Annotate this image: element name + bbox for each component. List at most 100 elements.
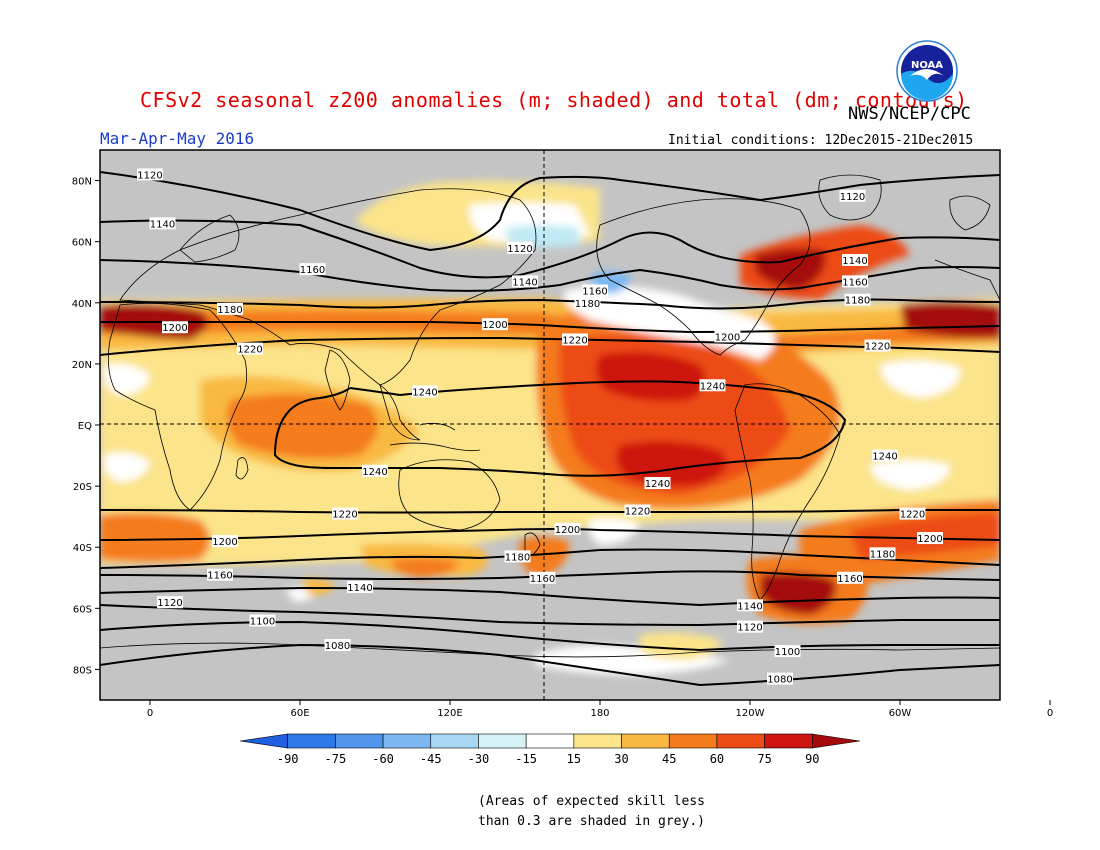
lat-tick-label: 40S: [73, 543, 92, 554]
contour-label-text: 1240: [412, 387, 437, 398]
contour-label-bg: [917, 532, 943, 545]
contour-label-bg: [774, 645, 801, 658]
colorbar-swatch: [764, 733, 813, 749]
contour-label-text: 1100: [775, 647, 800, 658]
contour-label-text: 1240: [645, 479, 670, 490]
anomaly-30-antarctic: [640, 632, 721, 660]
lat-tick-label: 20S: [73, 482, 92, 493]
contour-label: 1120: [157, 596, 183, 609]
contour-label-text: 1140: [512, 277, 537, 288]
colorbar-arrow-high: [812, 733, 861, 749]
contour-label-bg: [737, 599, 763, 612]
contour-label: 1240: [699, 379, 726, 392]
contour-label-text: 1180: [505, 552, 530, 563]
contour-label-bg: [157, 596, 183, 609]
contour-label-bg: [212, 535, 238, 548]
contour-label: 1200: [554, 522, 581, 536]
contour-label-text: 1100: [250, 617, 275, 628]
lon-tick-label: 120W: [736, 708, 765, 719]
anomaly-60-nz: [519, 536, 570, 578]
contour-label-text: 1080: [325, 641, 350, 652]
contour-label-bg: [324, 639, 351, 651]
lat-tick-label: 20N: [72, 360, 92, 371]
skill-footnote-line-2: than 0.3 are shaded in grey.): [478, 814, 705, 829]
anomaly-white-eastern: [880, 360, 961, 398]
colorbar-swatch: [668, 733, 718, 749]
lat-tick-label: 80S: [73, 665, 92, 676]
contour-label-bg: [842, 275, 868, 288]
colorbar-tick-label: 45: [662, 752, 676, 766]
anomaly-60-south-west: [100, 512, 210, 563]
contour-label: 1220: [899, 507, 926, 521]
contour-label-bg: [332, 507, 358, 520]
contour-label-text: 1240: [362, 467, 387, 478]
contour-label-text: 1220: [900, 510, 925, 521]
contour-label-bg: [864, 339, 891, 352]
contour-label: 1160: [529, 571, 556, 585]
colorbar-tick-label: 30: [614, 752, 628, 766]
contour-label-bg: [574, 296, 601, 309]
contour-label-bg: [299, 263, 326, 276]
colorbar-swatch: [335, 733, 384, 749]
contour-label-text: 1160: [582, 287, 607, 298]
contour-label-layer: 1120114011601180120012201120114011601180…: [137, 168, 943, 686]
contour-label: 1240: [362, 464, 388, 478]
contour-label: 1180: [574, 296, 601, 310]
anomaly-60-south-small: [390, 557, 460, 578]
contour-label: 1100: [249, 614, 276, 628]
contour-label-text: 1220: [237, 345, 262, 356]
contour-label-bg: [237, 342, 263, 355]
contour-label: 1140: [512, 275, 538, 288]
contour-label-text: 1240: [700, 381, 725, 392]
anomaly-white-sw: [104, 452, 150, 482]
contour-label-text: 1200: [555, 525, 580, 536]
contour-1180-south: [100, 548, 1000, 569]
contour-label-text: 1200: [482, 320, 507, 331]
contour-label-text: 1160: [842, 277, 867, 288]
noaa-logo-text: NOAA: [911, 60, 943, 71]
contour-label: 1140: [737, 599, 763, 612]
contour-label: 1160: [837, 571, 863, 585]
lon-tick-label: 0: [147, 708, 153, 719]
lon-tick-label: 120E: [437, 708, 462, 719]
contour-label-bg: [207, 568, 233, 581]
contour-label-text: 1160: [300, 265, 325, 276]
color-scale-bar: -90 -75 -60 -45 -30 -15 15 30 45 60 75 90: [239, 733, 861, 766]
contour-label: 1140: [149, 217, 176, 230]
contour-label-text: 1220: [562, 335, 587, 346]
contour-1120-south: [100, 604, 1000, 627]
contour-label-text: 1140: [150, 219, 175, 230]
lon-tick-label: 0: [1047, 708, 1053, 719]
lon-tick-label: 60W: [889, 708, 912, 719]
contour-label: 1160: [207, 568, 233, 582]
colorbar-tick-label: -75: [325, 752, 347, 766]
contour-label: 1240: [644, 477, 671, 490]
contour-label-bg: [872, 449, 898, 462]
colorbar-swatch: [573, 733, 622, 749]
contour-label: 1180: [844, 293, 871, 307]
anomaly-90-pacific-south: [616, 441, 727, 487]
season-label: Mar-Apr-May 2016: [100, 129, 255, 148]
contour-label-text: 1220: [625, 507, 650, 518]
colorbar-swatch: [716, 733, 765, 749]
contour-label-text: 1180: [575, 299, 600, 310]
contour-1200-north: [100, 320, 1000, 334]
contour-label: 1120: [737, 620, 763, 634]
colorbar-swatch: [478, 733, 527, 749]
contour-label-bg: [899, 507, 926, 520]
contour-label: 1160: [842, 275, 868, 288]
contour-label: 1080: [767, 672, 793, 686]
contour-1160-south: [100, 570, 1000, 581]
latitude-axis: 80N 60N 40N 20N EQ 20S 40S 60S 80S: [72, 177, 100, 676]
colorbar-swatch: [287, 733, 336, 749]
contour-label: 1120: [839, 189, 866, 203]
contour-label: 1100: [774, 645, 801, 658]
contour-label: 1200: [714, 330, 741, 343]
colorbar-swatch: [621, 733, 670, 749]
contour-label-bg: [714, 330, 741, 343]
contour-label-bg: [507, 241, 533, 254]
anomaly-white-se: [870, 460, 950, 490]
colorbar-arrow-low: [239, 733, 288, 749]
anomaly-90-pacific-north: [596, 351, 706, 402]
